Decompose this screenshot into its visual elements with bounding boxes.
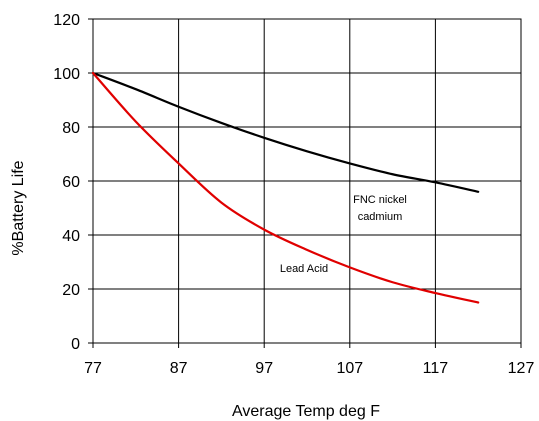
annotation-line: FNC nickel bbox=[353, 194, 407, 206]
series-line-fnc-nickel-cadmium bbox=[91, 71, 480, 193]
tick-labels: 77 87 97 107 117 127 0 20 40 60 80 100 120 bbox=[53, 12, 534, 377]
x-tick-label: 107 bbox=[336, 360, 363, 377]
x-tick-label: 127 bbox=[508, 360, 535, 377]
annotations: FNC nickel cadmium Lead Acid bbox=[280, 194, 407, 275]
y-tick-label: 80 bbox=[62, 120, 80, 137]
x-tick-label: 97 bbox=[255, 360, 273, 377]
plot-frame bbox=[92, 18, 522, 344]
y-tick-label: 120 bbox=[53, 12, 80, 29]
annotation-lead-acid: Lead Acid bbox=[280, 263, 328, 275]
x-axis-title: Average Temp deg F bbox=[232, 403, 380, 420]
y-tick-label: 0 bbox=[71, 336, 80, 353]
y-axis-title: %Battery Life bbox=[10, 160, 27, 255]
y-tick-label: 60 bbox=[62, 174, 80, 191]
y-tick-label: 40 bbox=[62, 228, 80, 245]
annotation-fnc-nickel-cadmium: FNC nickel cadmium bbox=[353, 194, 407, 223]
x-tick-label: 87 bbox=[170, 360, 188, 377]
series-line-lead-acid bbox=[91, 71, 480, 304]
x-tick-label: 117 bbox=[423, 360, 449, 377]
series-lines bbox=[91, 71, 480, 304]
annotation-line: cadmium bbox=[358, 211, 403, 223]
annotation-line: Lead Acid bbox=[280, 263, 328, 275]
grid bbox=[88, 18, 522, 348]
y-tick-label: 100 bbox=[53, 66, 80, 83]
y-tick-label: 20 bbox=[62, 282, 80, 299]
x-tick-label: 77 bbox=[84, 360, 102, 377]
